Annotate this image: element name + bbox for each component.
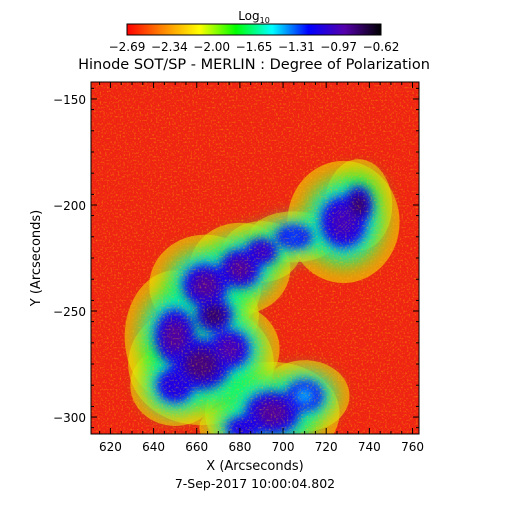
x-tick-label: 640 <box>142 440 165 454</box>
colorbar-title: Log10 <box>238 9 270 25</box>
y-axis-label: Y (Arcseconds) <box>29 210 44 307</box>
colorbar-tick-labels: −2.69 −2.34 −2.00 −1.65 −1.31 −0.97 −0.62 <box>109 40 400 54</box>
y-tick-label: −200 <box>53 199 86 213</box>
x-tick-label: 620 <box>99 440 122 454</box>
colorbar-tick-label: −2.00 <box>193 40 230 54</box>
chart-title: Hinode SOT/SP - MERLIN : Degree of Polar… <box>78 57 430 73</box>
x-axis: 620 640 660 680 700 720 740 760 <box>99 82 424 454</box>
colorbar-tick-label: −1.65 <box>236 40 273 54</box>
heatmap-noise <box>91 82 419 434</box>
heatmap <box>91 82 419 434</box>
x-tick-label: 660 <box>185 440 208 454</box>
colorbar-tick-label: −2.69 <box>109 40 146 54</box>
y-axis: −150 −200 −250 −300 <box>53 87 419 429</box>
x-tick-label: 760 <box>401 440 424 454</box>
x-axis-label: X (Arcseconds) <box>206 459 303 474</box>
x-tick-label: 680 <box>228 440 251 454</box>
y-tick-label: −250 <box>53 305 86 319</box>
x-tick-label: 740 <box>358 440 381 454</box>
colorbar-tick-label: −0.97 <box>320 40 357 54</box>
y-tick-label: −150 <box>53 93 86 107</box>
colorbar-tick-label: −2.34 <box>151 40 188 54</box>
colorbar-tick-label: −0.62 <box>363 40 400 54</box>
timestamp: 7-Sep-2017 10:00:04.802 <box>175 476 335 491</box>
x-tick-label: 720 <box>315 440 338 454</box>
x-tick-label: 700 <box>272 440 295 454</box>
colorbar <box>126 23 382 36</box>
colorbar-tick-label: −1.31 <box>278 40 315 54</box>
y-tick-label: −300 <box>53 411 86 425</box>
